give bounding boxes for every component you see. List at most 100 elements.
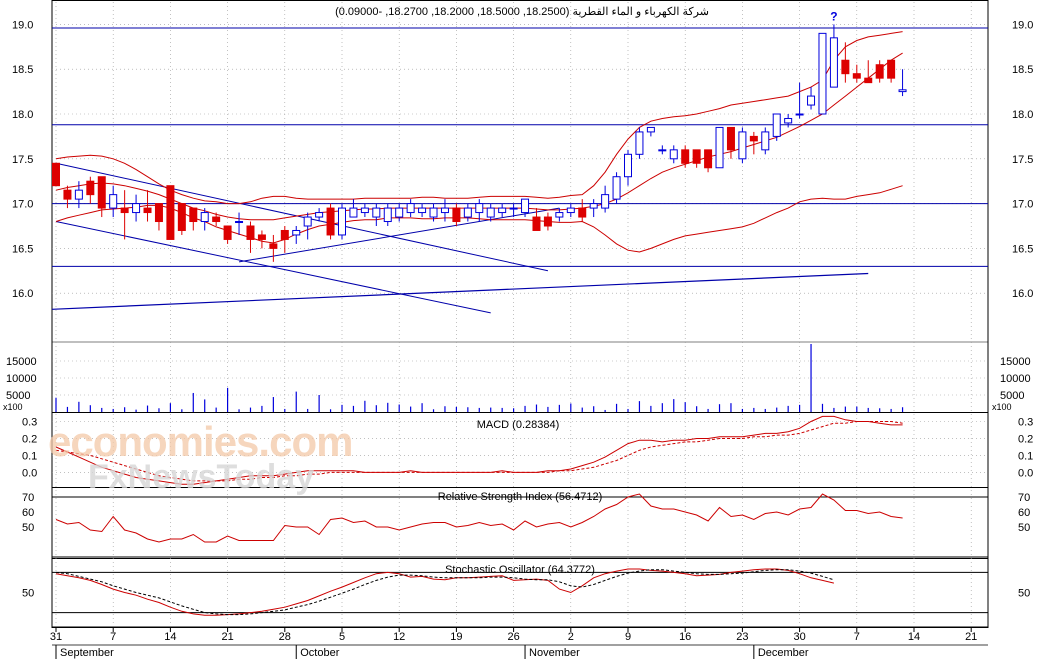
candle-body [235, 221, 244, 224]
stochastic-panel [52, 568, 988, 616]
price-tick-label-right: 19.0 [1012, 19, 1033, 31]
month-label: September [60, 647, 114, 659]
candle-body [692, 149, 701, 164]
candle-body [864, 77, 873, 84]
candle-body [772, 113, 781, 137]
stochastic-d-line [55, 569, 835, 616]
candle-body [555, 212, 564, 218]
rsi-tick-label-right: 50 [1018, 522, 1030, 534]
volume-unit-right: x100 [992, 402, 1012, 412]
x-tick-label: 30 [793, 631, 805, 643]
x-tick-label: 16 [679, 631, 691, 643]
stochastic-title: Stochastic Oscillator (64.3772) [445, 564, 595, 576]
candle-body [852, 73, 861, 79]
x-tick-label: 2 [568, 631, 574, 643]
rsi-title: Relative Strength Index (56.4712) [438, 491, 603, 503]
macd-tick-label-left: 0.0 [22, 467, 37, 479]
candle-body [875, 64, 884, 79]
candle-body [669, 149, 678, 160]
candle-body [143, 207, 152, 214]
candle-body [807, 95, 816, 106]
axes: 19.0 19.0 18.5 18.5 18.0 18.0 17.5 17.5 17.0 17.0… [6, 19, 1033, 659]
rsi-tick-label-left: 50 [22, 522, 34, 534]
candle-body [326, 207, 335, 236]
x-tick-label: 9 [625, 631, 631, 643]
candle-body [154, 203, 163, 223]
rsi-tick-label-right: 70 [1018, 492, 1030, 504]
candle-body [486, 207, 495, 218]
x-tick-label: 31 [50, 631, 62, 643]
candle-body [349, 207, 358, 218]
volume-tick-label-left: 10000 [6, 373, 37, 385]
price-tick-label-right: 16.0 [1012, 288, 1033, 300]
candle-body [887, 59, 896, 79]
price-tick-label-right: 17.5 [1012, 154, 1033, 166]
macd-tick-label-left: 0.2 [22, 433, 37, 445]
macd-tick-label-left: 0.1 [22, 450, 37, 462]
candle-body [704, 149, 713, 169]
candle-body [120, 207, 129, 214]
candle-body [475, 203, 484, 214]
long-moving-average [51, 272, 869, 310]
candle-marker: ? [830, 9, 837, 23]
candle-body [200, 212, 209, 223]
x-tick-label: 5 [339, 631, 345, 643]
candle-body [452, 207, 461, 223]
price-tick-label-left: 19.0 [12, 19, 33, 31]
x-tick-label: 14 [164, 631, 176, 643]
candle-body [315, 212, 324, 218]
stochastic-tick-label-right: 50 [1018, 588, 1030, 600]
price-tick-label-left: 17.5 [12, 154, 33, 166]
price-tick-label-right: 18.5 [1012, 64, 1033, 76]
month-label: October [300, 647, 339, 659]
x-tick-label: 19 [450, 631, 462, 643]
macd-tick-label-right: 0.3 [1018, 416, 1033, 428]
candle-body [212, 216, 221, 223]
candle-body [292, 229, 301, 236]
month-label: November [529, 647, 580, 659]
candle-body [63, 189, 72, 200]
candle-body [440, 207, 449, 214]
candle-body [463, 207, 472, 218]
candle-body [578, 207, 587, 218]
candle-body [257, 234, 266, 240]
price-tick-label-right: 18.0 [1012, 109, 1033, 121]
macd-title: MACD (0.28384) [477, 419, 560, 431]
candle-body [749, 135, 758, 142]
x-tick-label: 21 [965, 631, 977, 643]
candle-body [498, 207, 507, 214]
candle-body [509, 207, 518, 210]
macd-tick-label-right: 0.0 [1018, 467, 1033, 479]
grid-lines [52, 2, 988, 626]
rsi-tick-label-left: 60 [22, 507, 34, 519]
candle-body [166, 185, 175, 240]
price-tick-label-left: 16.0 [12, 288, 33, 300]
x-tick-label: 7 [854, 631, 860, 643]
candle-body [841, 59, 850, 75]
candle-body [177, 203, 186, 231]
candle-body [269, 243, 278, 249]
price-tick-label-left: 18.0 [12, 109, 33, 121]
candle-body [418, 207, 427, 214]
macd-panel [55, 415, 903, 485]
candle-body [612, 176, 621, 200]
candle-body [624, 153, 632, 178]
stochastic-k-line [55, 568, 835, 616]
x-tick-label: 7 [110, 631, 116, 643]
rsi-line [55, 493, 903, 543]
x-tick-label: 14 [908, 631, 920, 643]
candle-body [406, 203, 415, 214]
candle-body [429, 207, 438, 218]
volume-unit-left: x100 [3, 402, 23, 412]
candle-body [898, 89, 907, 93]
x-tick-label: 23 [736, 631, 748, 643]
candle-body [738, 131, 747, 160]
candle-body [521, 198, 530, 214]
volume-tick-label-left: 5000 [6, 390, 30, 402]
x-tick-label: 26 [507, 631, 519, 643]
candle-body [74, 189, 83, 200]
candle-body [86, 180, 95, 196]
candle-body [109, 194, 118, 209]
candle-body [97, 176, 106, 209]
